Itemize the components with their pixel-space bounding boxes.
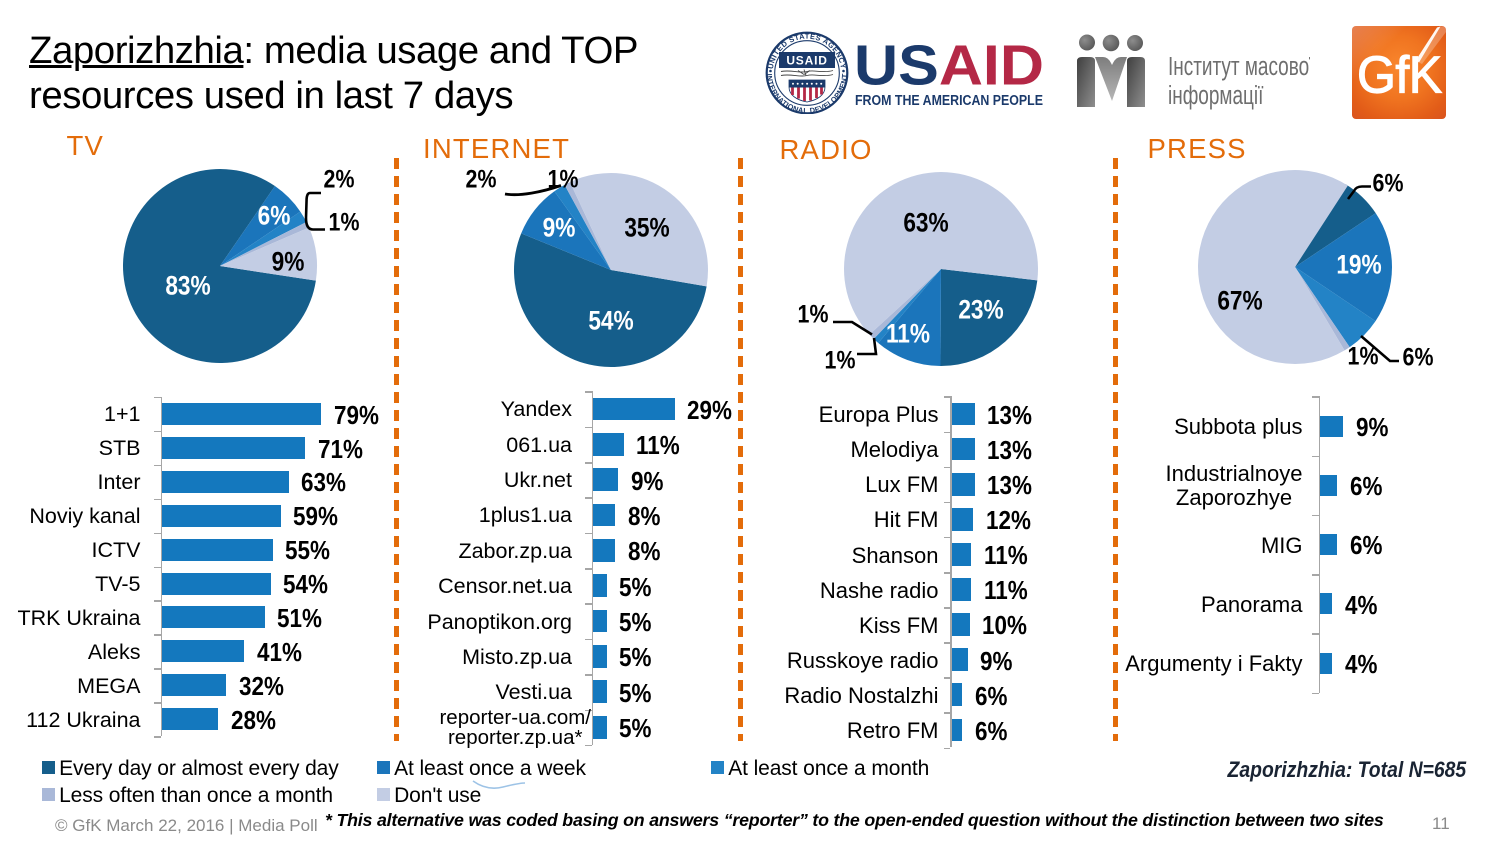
svg-text:Інститут масової: Інститут масової xyxy=(1168,51,1310,81)
svg-text:USAID: USAID xyxy=(854,34,1044,98)
svg-text:інформації: інформації xyxy=(1168,80,1264,110)
svg-text:USAID: USAID xyxy=(786,54,827,68)
svg-text:FROM THE AMERICAN PEOPLE: FROM THE AMERICAN PEOPLE xyxy=(855,93,1043,109)
